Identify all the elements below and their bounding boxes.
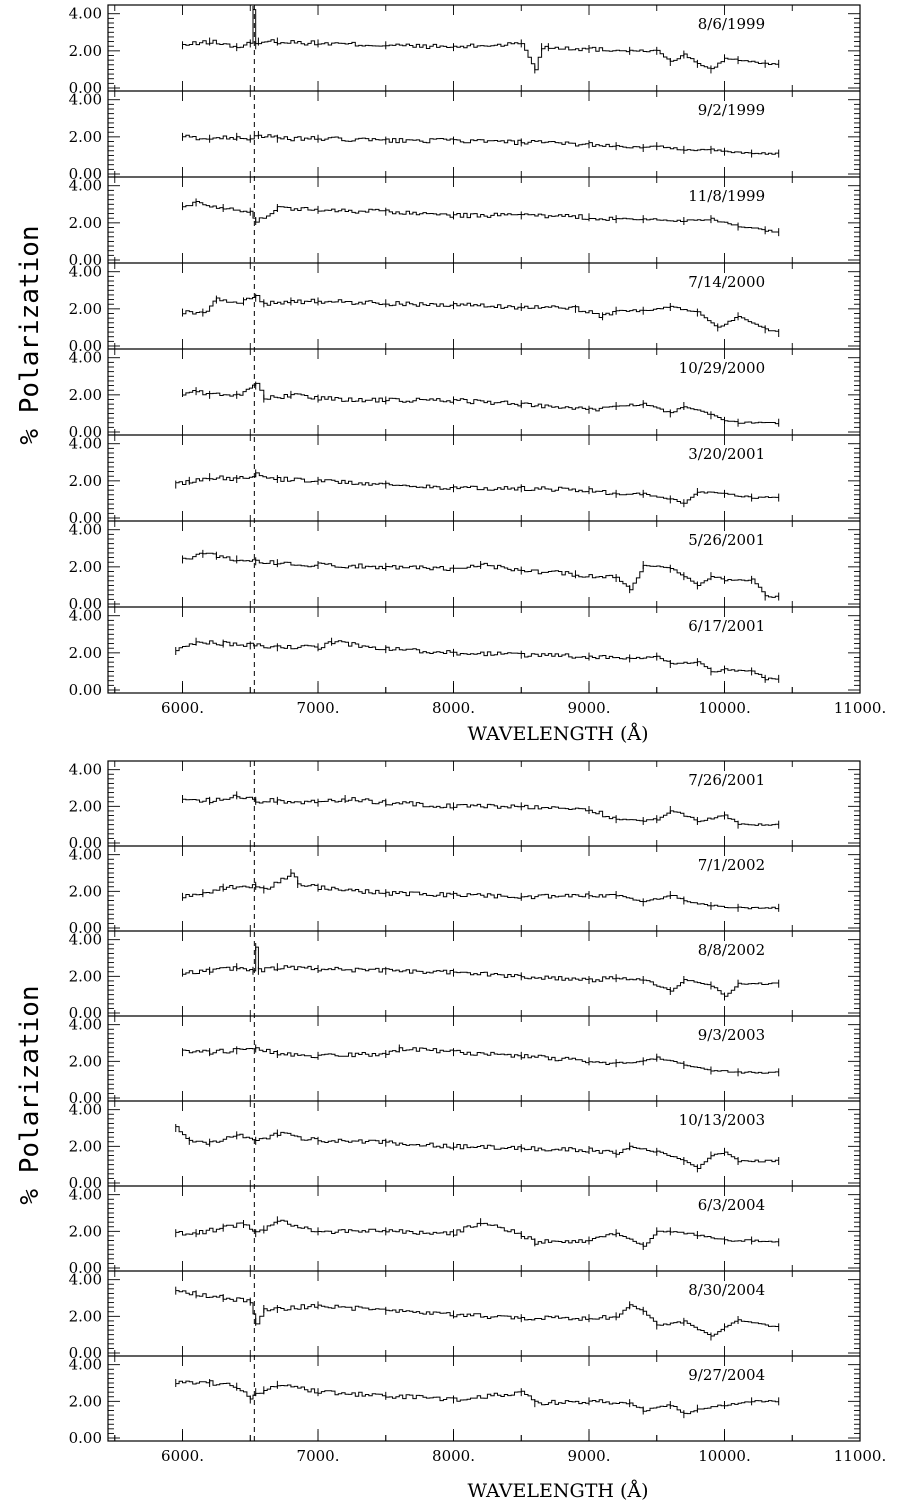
y-tick-label: 4.00 <box>69 1016 102 1034</box>
y-tick-label: 4.00 <box>69 1356 102 1374</box>
panel-date-label: 6/17/2001 <box>688 617 765 635</box>
panel-date-label: 10/13/2003 <box>679 1111 765 1129</box>
panel-date-label: 9/3/2003 <box>698 1026 765 1044</box>
polarization-series <box>182 201 779 233</box>
y-tick-label: 0.00 <box>69 1344 102 1362</box>
panel-date-label: 8/8/2002 <box>698 941 765 959</box>
y-tick-label: 4.00 <box>69 521 102 539</box>
polarization-series <box>182 552 779 598</box>
polarization-series <box>175 1126 779 1169</box>
y-tick-label: 4.00 <box>69 761 102 779</box>
panel-date-label: 5/26/2001 <box>688 531 765 549</box>
y-tick-label: 4.00 <box>69 177 102 195</box>
polarization-series <box>182 382 779 425</box>
y-tick-label: 0.00 <box>69 595 102 613</box>
x-tick-label: 7000. <box>297 1447 340 1465</box>
polarization-series <box>182 872 779 910</box>
y-tick-label: 0.00 <box>69 919 102 937</box>
y-tick-label: 0.00 <box>69 337 102 355</box>
x-axis-label-bottom: WAVELENGTH (Å) <box>467 1480 648 1502</box>
upper-block: 0.00 2.00 4.00 8/6/1999 0.00 2.00 4.00 9/2/1999… <box>69 4 887 717</box>
polarization-series <box>175 1380 779 1415</box>
y-tick-label: 2.00 <box>69 472 102 490</box>
y-tick-label: 4.00 <box>69 1101 102 1119</box>
y-tick-label: 4.00 <box>69 931 102 949</box>
y-tick-label: 0.00 <box>69 165 102 183</box>
y-tick-label: 0.00 <box>69 1089 102 1107</box>
y-tick-label: 2.00 <box>69 644 102 662</box>
x-axis-label-top: WAVELENGTH (Å) <box>467 723 648 745</box>
polarization-series <box>175 1290 779 1337</box>
y-tick-label: 2.00 <box>69 1137 102 1155</box>
y-tick-label: 2.00 <box>69 42 102 60</box>
panel-date-label: 8/30/2004 <box>688 1281 765 1299</box>
panel-date-label: 3/20/2001 <box>688 445 765 463</box>
y-tick-label: 4.00 <box>69 263 102 281</box>
x-tick-label: 10000. <box>698 699 751 717</box>
y-tick-label: 2.00 <box>69 558 102 576</box>
y-tick-label: 2.00 <box>69 1307 102 1325</box>
y-tick-label: 0.00 <box>69 423 102 441</box>
y-tick-label: 2.00 <box>69 214 102 232</box>
polarization-series <box>175 640 779 681</box>
y-tick-label: 0.00 <box>69 681 102 699</box>
panel-date-label: 11/8/1999 <box>688 187 765 205</box>
y-axis-label-bottom: % Polarization <box>15 985 45 1204</box>
y-tick-label: 0.00 <box>69 509 102 527</box>
panel-date-label: 7/14/2000 <box>688 273 765 291</box>
y-axis-label-top: % Polarization <box>15 225 45 444</box>
x-tick-label: 10000. <box>698 1447 751 1465</box>
x-tick-label: 6000. <box>161 1447 204 1465</box>
lower-block: 0.00 2.00 4.00 7/26/2001 0.00 2.00 4.00 7/1/200… <box>69 760 887 1465</box>
y-tick-label: 0.00 <box>69 1259 102 1277</box>
y-tick-label: 0.00 <box>69 1174 102 1192</box>
y-tick-label: 4.00 <box>69 5 102 23</box>
x-tick-label: 8000. <box>432 699 475 717</box>
x-tick-label: 6000. <box>161 699 204 717</box>
panel-date-label: 10/29/2000 <box>679 359 765 377</box>
y-tick-label: 2.00 <box>69 1392 102 1410</box>
x-tick-label: 11000. <box>834 699 887 717</box>
polarization-series <box>182 1047 779 1074</box>
panel-date-label: 9/27/2004 <box>688 1366 765 1384</box>
polarization-series <box>182 794 779 826</box>
y-tick-label: 2.00 <box>69 882 102 900</box>
y-tick-label: 2.00 <box>69 128 102 146</box>
polarization-series <box>182 134 779 155</box>
panel-date-label: 7/26/2001 <box>688 771 765 789</box>
polarization-series <box>175 1219 779 1247</box>
y-tick-label: 2.00 <box>69 300 102 318</box>
panel-date-label: 9/2/1999 <box>698 101 765 119</box>
y-tick-label: 4.00 <box>69 435 102 453</box>
y-tick-label: 4.00 <box>69 1271 102 1289</box>
polarization-series <box>182 295 779 332</box>
y-tick-label: 2.00 <box>69 1222 102 1240</box>
x-tick-label: 9000. <box>568 699 611 717</box>
x-tick-label: 8000. <box>432 1447 475 1465</box>
y-tick-label: 4.00 <box>69 1186 102 1204</box>
y-tick-label: 0.00 <box>69 1429 102 1447</box>
y-tick-label: 0.00 <box>69 79 102 97</box>
panel-date-label: 8/6/1999 <box>698 15 765 33</box>
x-tick-label: 9000. <box>568 1447 611 1465</box>
y-tick-label: 2.00 <box>69 797 102 815</box>
y-tick-label: 2.00 <box>69 386 102 404</box>
y-tick-label: 0.00 <box>69 834 102 852</box>
x-tick-label: 11000. <box>834 1447 887 1465</box>
y-tick-label: 4.00 <box>69 846 102 864</box>
y-tick-label: 2.00 <box>69 967 102 985</box>
polarization-series <box>182 9 779 71</box>
y-tick-label: 4.00 <box>69 91 102 109</box>
polarization-series <box>175 472 779 504</box>
y-tick-label: 4.00 <box>69 607 102 625</box>
y-tick-label: 0.00 <box>69 1004 102 1022</box>
panel-date-label: 6/3/2004 <box>698 1196 765 1214</box>
x-tick-label: 7000. <box>297 699 340 717</box>
polarization-series <box>182 946 779 997</box>
y-tick-label: 4.00 <box>69 349 102 367</box>
y-tick-label: 0.00 <box>69 251 102 269</box>
y-tick-label: 2.00 <box>69 1052 102 1070</box>
panel-date-label: 7/1/2002 <box>698 856 765 874</box>
